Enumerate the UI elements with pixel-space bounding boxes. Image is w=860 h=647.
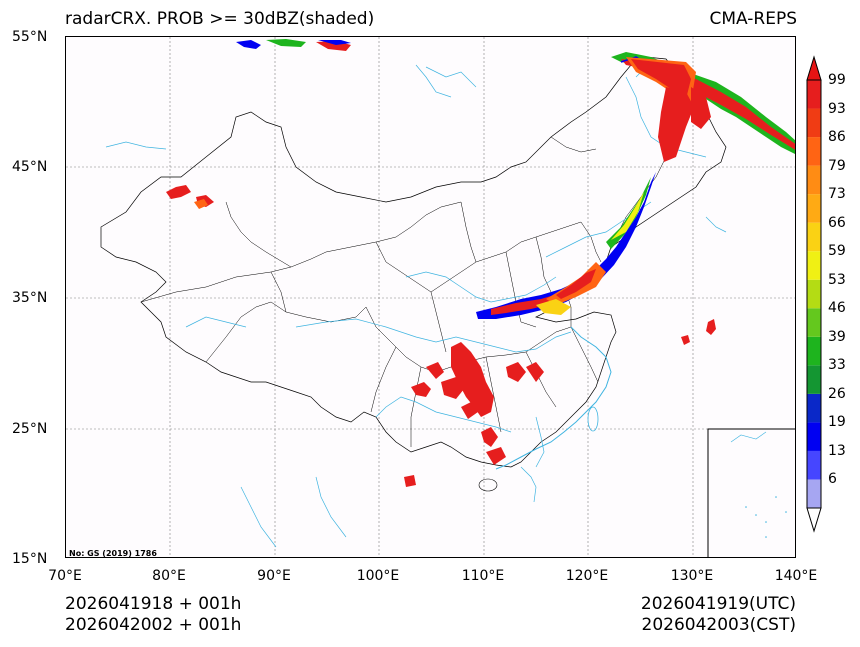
lon-label-70: 70°E xyxy=(48,568,82,584)
colorbar-segment xyxy=(807,393,821,423)
lon-label-110: 110°E xyxy=(461,568,505,584)
lat-label-55: 55°N xyxy=(12,29,48,45)
colorbar-under-triangle xyxy=(806,507,822,533)
colorbar-level-label: 53 xyxy=(828,271,846,288)
colorbar-segment xyxy=(807,365,821,394)
colorbar-over-triangle xyxy=(806,55,822,81)
valid-utc: 2026041919(UTC) xyxy=(640,594,796,614)
lat-label-35: 35°N xyxy=(12,290,48,306)
colorbar-level-label: 59 xyxy=(828,243,846,260)
lat-label-45: 45°N xyxy=(12,159,48,175)
init-cst: 2026042002 + 001h xyxy=(65,615,242,635)
colorbar-level-label: 73 xyxy=(828,186,846,203)
colorbar-segment xyxy=(807,165,821,195)
colorbar-level-label: 39 xyxy=(828,328,846,345)
colorbar xyxy=(806,55,822,533)
colorbar-level-label: 13 xyxy=(828,442,846,459)
coastline xyxy=(495,326,612,470)
colorbar-segment xyxy=(807,137,821,166)
colorbar-segments xyxy=(807,80,821,508)
colorbar-segment xyxy=(807,336,821,366)
colorbar-segment xyxy=(807,222,821,252)
init-utc: 2026041918 + 001h xyxy=(65,594,242,614)
hainan xyxy=(478,478,498,492)
lon-label-140: 140°E xyxy=(774,568,818,584)
taiwan xyxy=(587,406,599,432)
map-note: No: GS (2019) 1786 xyxy=(69,549,157,558)
valid-cst: 2026042003(CST) xyxy=(641,615,796,635)
colorbar-level-label: 6 xyxy=(828,471,837,488)
map-svg: No: GS (2019) 1786 xyxy=(66,37,795,558)
prob-shading xyxy=(166,39,795,487)
init-time-block: 2026041918 + 001h 2026042002 + 001h xyxy=(65,594,241,636)
colorbar-level-label: 79 xyxy=(828,157,846,174)
colorbar-level-label: 99 xyxy=(828,72,846,88)
province-borders xyxy=(140,136,672,447)
colorbar-level-label: 93 xyxy=(828,100,846,117)
colorbar-level-label: 33 xyxy=(828,357,846,374)
colorbar-level-label: 46 xyxy=(828,300,846,317)
colorbar-level-label: 86 xyxy=(828,129,846,146)
colorbar-segment xyxy=(807,251,821,280)
lon-label-90: 90°E xyxy=(257,568,291,584)
colorbar-level-label: 19 xyxy=(828,414,846,431)
lat-label-25: 25°N xyxy=(12,421,48,437)
south-sea-inset xyxy=(707,428,795,557)
colorbar-segment xyxy=(807,308,821,337)
map-panel: No: GS (2019) 1786 xyxy=(65,36,796,558)
colorbar-segment xyxy=(807,108,821,138)
lon-label-100: 100°E xyxy=(356,568,400,584)
colorbar-segment xyxy=(807,479,821,508)
colorbar-segment xyxy=(807,194,821,223)
lon-label-80: 80°E xyxy=(152,568,186,584)
graticule xyxy=(66,37,795,557)
lon-label-130: 130°E xyxy=(670,568,714,584)
model-name: CMA-REPS xyxy=(709,9,797,29)
colorbar-segment xyxy=(807,450,821,480)
valid-time-block: 2026041919(UTC) 2026042003(CST) xyxy=(641,594,796,636)
colorbar-level-label: 26 xyxy=(828,385,846,402)
colorbar-level-label: 66 xyxy=(828,214,846,231)
colorbar-segment xyxy=(807,80,821,109)
colorbar-segment xyxy=(807,279,821,309)
lat-label-15: 15°N xyxy=(12,551,48,567)
colorbar-segment xyxy=(807,422,821,451)
rivers xyxy=(105,64,707,548)
lon-label-120: 120°E xyxy=(565,568,609,584)
chart-title: radarCRX. PROB >= 30dBZ(shaded) xyxy=(65,9,375,29)
